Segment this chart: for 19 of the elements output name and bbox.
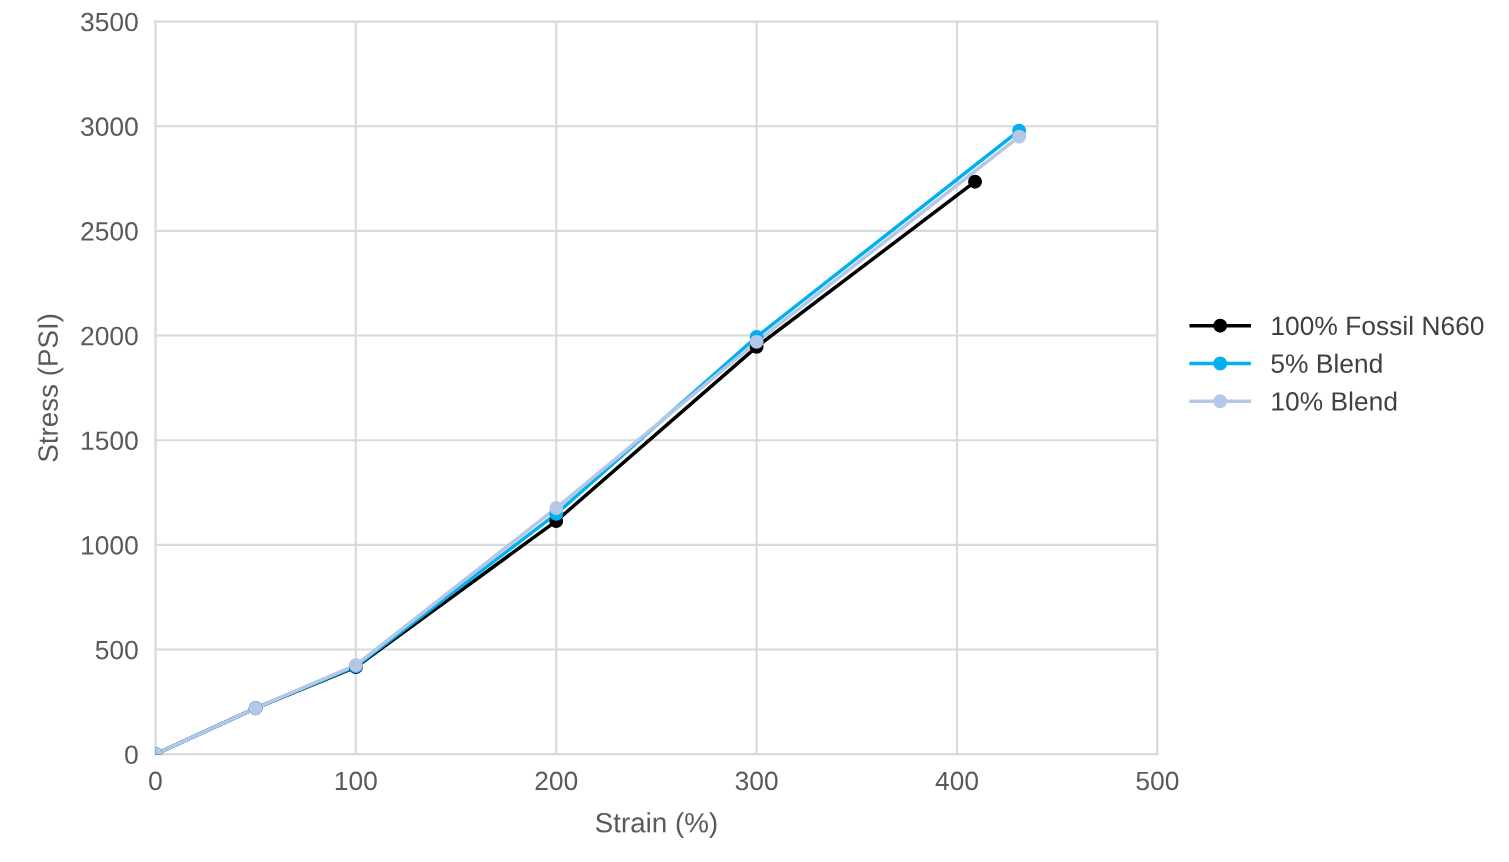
legend-label: 10% Blend bbox=[1272, 391, 1397, 411]
x-tick-label: 200 bbox=[535, 771, 578, 791]
y-tick-label: 2000 bbox=[81, 326, 138, 346]
x-tick-label: 0 bbox=[149, 771, 162, 791]
y-tick-label: 0 bbox=[125, 745, 138, 765]
y-tick-label: 3000 bbox=[81, 117, 138, 137]
x-tick-label: 100 bbox=[335, 771, 377, 791]
x-tick-label: 400 bbox=[935, 771, 978, 791]
y-tick-label: 3500 bbox=[81, 12, 138, 32]
x-tick-label: 300 bbox=[735, 771, 778, 791]
x-tick-label: 500 bbox=[1136, 771, 1179, 791]
x-axis-title: Strain (%) bbox=[595, 812, 717, 839]
y-tick-label: 2500 bbox=[81, 222, 138, 241]
y-tick-label: 500 bbox=[95, 640, 138, 660]
y-tick-label: 1500 bbox=[82, 431, 138, 451]
y-tick-label: 1000 bbox=[82, 536, 138, 555]
y-axis-title: Stress (PSI) bbox=[37, 314, 64, 462]
legend-label: 5% Blend bbox=[1271, 353, 1382, 373]
legend-label: 100% Fossil N660 bbox=[1272, 315, 1484, 336]
